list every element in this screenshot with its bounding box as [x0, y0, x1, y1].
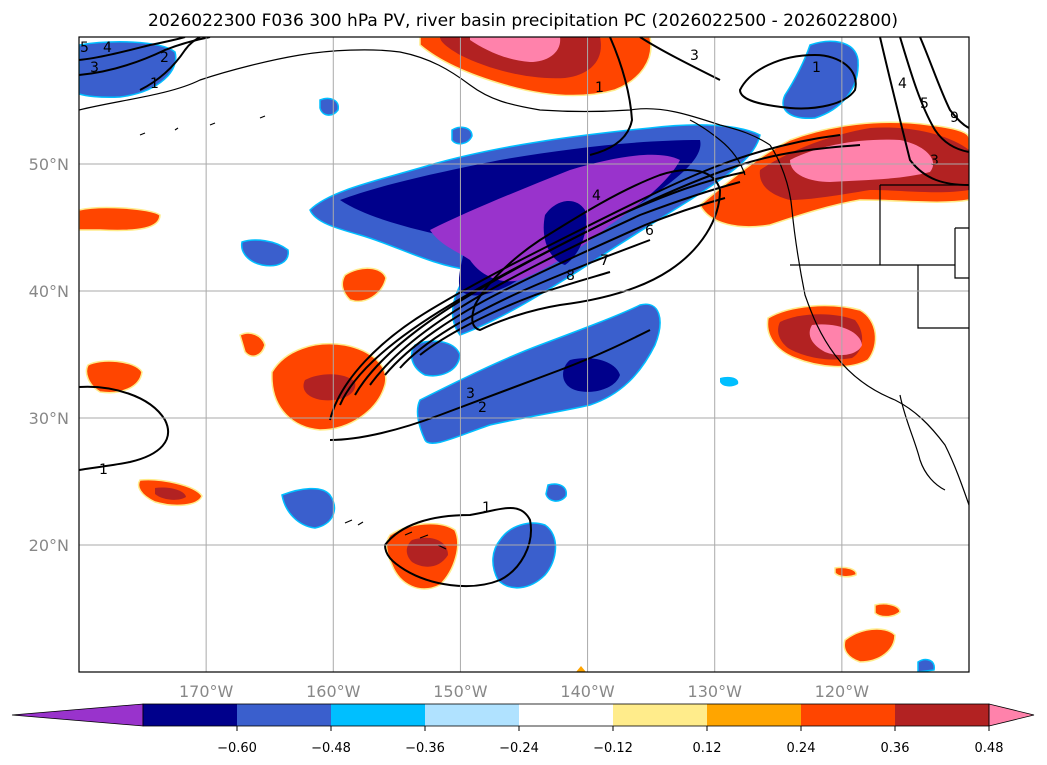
- longitude-label: 140°W: [560, 682, 615, 701]
- latitude-label: 30°N: [29, 409, 69, 428]
- colorbar-tick-label: −0.48: [311, 741, 351, 756]
- pv-contour-labels: 1 1 1 1 1 2 2 3 3 3 3 4 4 4 5 5 6 7 8 9: [80, 40, 959, 516]
- contour-label: 3: [466, 386, 475, 402]
- map-frame: [78, 36, 970, 673]
- colorbar-extend-high: [988, 703, 1035, 727]
- longitude-label: 150°W: [433, 682, 488, 701]
- colorbar-segment: [237, 704, 332, 726]
- figure-title: 2026022300 F036 300 hPa PV, river basin …: [148, 11, 898, 31]
- contour-label: 1: [595, 80, 604, 96]
- colorbar-tick-label: 0.48: [975, 741, 1004, 756]
- longitude-label: 130°W: [688, 682, 743, 701]
- colorbar: −0.60 −0.48 −0.36 −0.24 −0.12 0.12 0.24 0.36 0.4…: [11, 703, 1035, 756]
- colorbar-segment: [519, 704, 614, 726]
- colorbar-tick-label: −0.36: [405, 741, 445, 756]
- colorbar-tick-label: 0.12: [693, 741, 722, 756]
- contour-label: 8: [566, 268, 575, 284]
- colorbar-frame: [142, 703, 990, 727]
- colorbar-segment: [331, 704, 426, 726]
- longitude-label: 120°W: [815, 682, 870, 701]
- colorbar-tick-label: 0.24: [787, 741, 816, 756]
- contour-label: 3: [690, 48, 699, 64]
- colorbar-tick-label: 0.36: [881, 741, 910, 756]
- colorbar-segment: [613, 704, 708, 726]
- contour-label: 4: [103, 40, 112, 56]
- contour-label: 2: [160, 50, 169, 66]
- colorbar-segment: [425, 704, 520, 726]
- negative-precip-patches: [79, 40, 935, 672]
- contour-label: 5: [920, 96, 929, 112]
- colorbar-tick-label: −0.60: [217, 741, 257, 756]
- colorbar-extend-low: [11, 703, 144, 727]
- contour-label: 3: [90, 60, 99, 76]
- map-panel: 1 1 1 1 1 2 2 3 3 3 3 4 4 4 5 5 6 7 8 9: [79, 37, 969, 672]
- contour-label: 1: [150, 76, 159, 92]
- longitude-labels: 170°W 160°W 150°W 140°W 130°W 120°W: [179, 682, 869, 701]
- latitude-label: 40°N: [29, 282, 69, 301]
- coastlines: [79, 49, 969, 550]
- contour-label: 1: [812, 60, 821, 76]
- graticule: [79, 37, 969, 672]
- colorbar-segment: [707, 704, 802, 726]
- longitude-label: 160°W: [306, 682, 361, 701]
- colorbar-segment: [895, 704, 990, 726]
- contour-label: 5: [80, 40, 89, 56]
- contour-label: 7: [600, 253, 609, 269]
- colorbar-segment: [801, 704, 896, 726]
- contour-label: 3: [930, 153, 939, 169]
- contour-label: 4: [592, 188, 601, 204]
- latitude-label: 20°N: [29, 536, 69, 555]
- colorbar-tick-label: −0.12: [593, 741, 633, 756]
- latitude-label: 50°N: [29, 155, 69, 174]
- contour-label: 2: [478, 400, 487, 416]
- colorbar-tick-label: −0.24: [499, 741, 539, 756]
- contour-label: 4: [898, 76, 907, 92]
- contour-label: 1: [99, 462, 108, 478]
- contour-label: 6: [645, 223, 654, 239]
- latitude-labels: 20°N 30°N 40°N 50°N: [29, 155, 69, 555]
- longitude-label: 170°W: [179, 682, 234, 701]
- pv-contours: [79, 37, 969, 588]
- contour-label: 9: [950, 110, 959, 126]
- contour-label: 1: [482, 500, 491, 516]
- colorbar-segment: [143, 704, 238, 726]
